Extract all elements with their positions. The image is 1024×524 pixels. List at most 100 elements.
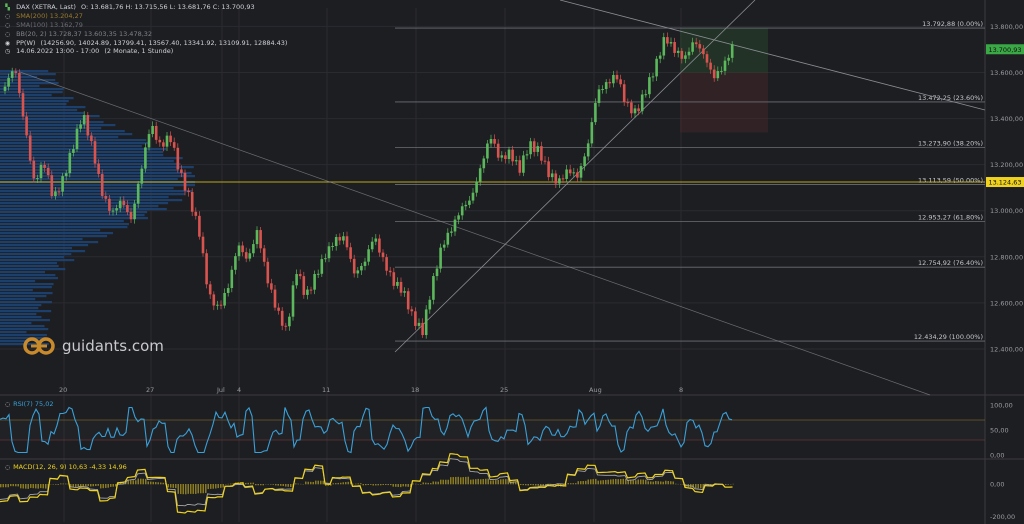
volume-profile-bar: [0, 178, 178, 181]
candle-body: [561, 178, 565, 180]
pivot-legend[interactable]: ◉ PP(W) (14256.90, 14024.89, 13799.41, 1…: [4, 39, 290, 48]
macd-hist-bar: [405, 484, 407, 487]
candle-body: [687, 51, 691, 56]
macd-hist-bar: [700, 484, 702, 489]
macd-hist-bar: [507, 479, 509, 485]
macd-hist-bar: [107, 484, 109, 488]
macd-hist-bar: [182, 484, 184, 495]
macd-hist-bar: [610, 479, 612, 485]
candle-body: [414, 311, 417, 326]
volume-profile-bar: [0, 274, 56, 277]
fib-label: 13.792,88 (0.00%): [922, 20, 983, 28]
macd-hist-bar: [515, 481, 517, 485]
macd-hist-bar: [427, 482, 429, 485]
macd-hist-bar: [150, 481, 152, 485]
fib-zone-red: [680, 72, 768, 133]
macd-hist-bar: [62, 483, 64, 485]
volume-profile-bar: [0, 193, 185, 196]
volume-profile-bar: [0, 337, 46, 340]
candle-body: [709, 62, 712, 70]
macd-hist-bar: [355, 483, 357, 485]
macd-hist-bar: [160, 482, 162, 485]
sma-200-legend[interactable]: ◌ SMA(200) 13.204,27: [4, 12, 86, 21]
date-range: 14.06.2022 13:00 - 17:00: [16, 47, 100, 55]
candle-body: [118, 200, 122, 209]
candle-body: [630, 102, 633, 114]
macd-hist-bar: [665, 480, 667, 485]
macd-hist-bar: [70, 484, 72, 488]
volume-profile-bar: [0, 289, 33, 292]
sma-100-legend[interactable]: ◌ SMA(100) 13.162,79: [4, 21, 86, 30]
rsi-legend[interactable]: ◌ RSI(7) 75,02: [4, 400, 54, 408]
candle-body: [370, 241, 374, 250]
candle-body: [345, 236, 349, 248]
macd-hist-bar: [725, 484, 727, 485]
candle-body: [61, 176, 64, 192]
timeframe-legend[interactable]: ◷ 14.06.2022 13:00 - 17:00 (2 Monate, 1 …: [4, 47, 176, 56]
candle-body: [644, 94, 648, 96]
macd-hist-bar: [222, 484, 224, 488]
poc-price-tag: 13.124,63: [986, 177, 1024, 188]
fib-label: 12.434,29 (100.00%): [914, 333, 983, 341]
macd-hist-bar: [175, 484, 177, 489]
candle-body: [302, 276, 306, 295]
volume-profile-bar: [0, 265, 59, 268]
macd-hist-bar: [347, 481, 349, 485]
macd-hist-bar: [17, 484, 19, 487]
macd-hist-bar: [410, 484, 412, 488]
candle-body: [446, 232, 450, 245]
macd-hist-bar: [137, 478, 139, 485]
macd-hist-bar: [312, 481, 314, 485]
volume-profile-bar: [0, 223, 129, 226]
chart-icon: ▚: [5, 4, 10, 11]
eye-icon: ◌: [4, 464, 11, 471]
macd-line: [0, 453, 733, 514]
macd-hist-bar: [147, 481, 149, 485]
macd-histogram: [0, 476, 734, 495]
macd-hist-bar: [485, 478, 487, 485]
macd-hist-bar: [395, 484, 397, 487]
macd-hist-bar: [330, 484, 332, 486]
volume-profile-bar: [0, 130, 125, 133]
macd-hist-bar: [422, 482, 424, 485]
macd-hist-bar: [550, 484, 552, 487]
volume-profile-bar: [0, 250, 86, 253]
macd-hist-bar: [440, 479, 442, 485]
candle-body: [601, 89, 604, 91]
ohlc-values: O: 13.681,76 H: 13.715,56 L: 13.681,76 C…: [81, 3, 255, 11]
volume-profile-bar: [0, 205, 159, 208]
candle-body: [36, 178, 39, 180]
candle-body: [486, 143, 489, 159]
macd-hist-bar: [420, 484, 422, 485]
macd-hist-bar: [447, 479, 449, 485]
candle-body: [10, 71, 14, 78]
candle-body: [428, 299, 432, 310]
macd-hist-bar: [425, 482, 427, 485]
macd-hist-bar: [662, 481, 664, 485]
macd-hist-bar: [385, 484, 387, 486]
volume-profile-bar: [0, 340, 29, 343]
candle-body: [176, 147, 180, 170]
macd-legend[interactable]: ◌ MACD(12, 26, 9) 10,63 -4,33 14,96: [4, 463, 127, 471]
macd-hist-bar: [35, 484, 37, 489]
volume-profile-bar: [0, 292, 53, 295]
candle-body: [212, 294, 216, 306]
macd-hist-bar: [667, 480, 669, 485]
macd-hist-bar: [155, 482, 157, 485]
candle-body: [525, 154, 529, 156]
candle-body: [68, 152, 72, 174]
macd-hist-bar: [57, 484, 59, 485]
macd-hist-bar: [575, 483, 577, 485]
candle-body: [50, 175, 54, 197]
y-tick-label: 13.200,00: [990, 161, 1023, 169]
bollinger-legend[interactable]: ◌ BB(20, 2) 13.728,37 13.603,35 13.478,3…: [4, 30, 155, 39]
volume-profile-bar: [0, 277, 58, 280]
macd-hist-bar: [682, 484, 684, 485]
macd-hist-bar: [530, 484, 532, 486]
macd-hist-bar: [502, 479, 504, 485]
macd-hist-bar: [317, 480, 319, 485]
candle-body: [122, 200, 126, 205]
macd-hist-bar: [297, 483, 299, 485]
macd-hist-bar: [282, 484, 284, 487]
